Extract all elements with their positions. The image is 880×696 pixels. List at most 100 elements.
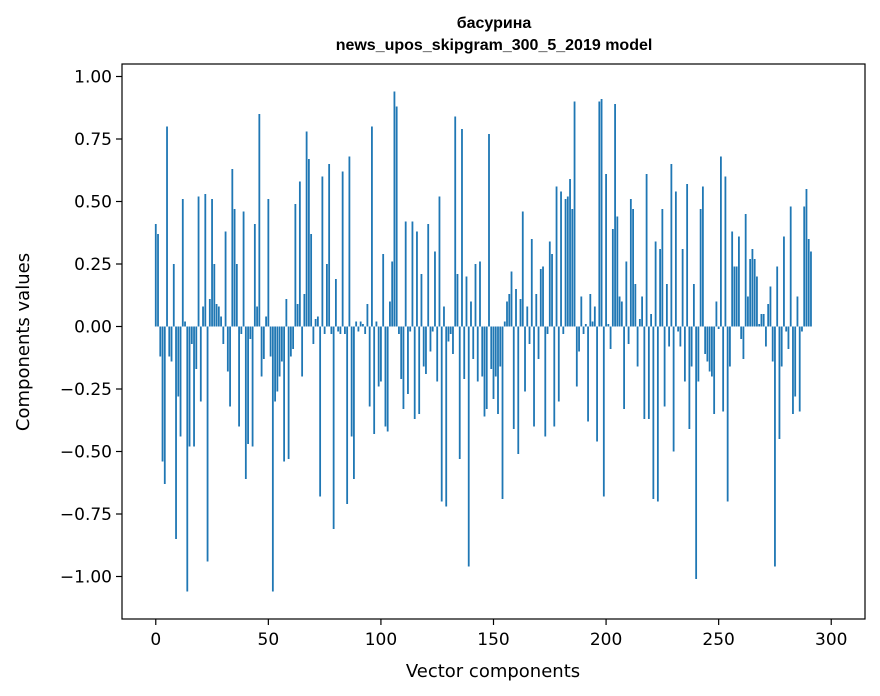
bar-87 (350, 326, 353, 437)
bar-253 (724, 176, 727, 327)
bar-203 (611, 229, 614, 327)
bar-155 (503, 321, 506, 327)
bar-74 (321, 176, 324, 327)
bar-210 (627, 326, 630, 344)
bar-263 (747, 296, 749, 327)
bar-198 (600, 99, 603, 327)
x-tick-label: 300 (815, 630, 847, 650)
bar-157 (508, 294, 511, 327)
bar-105 (391, 261, 394, 327)
bar-78 (330, 326, 333, 334)
bar-247 (711, 326, 713, 377)
bar-143 (476, 326, 479, 382)
bar-68 (307, 159, 310, 327)
bar-52 (271, 326, 274, 592)
bar-280 (785, 326, 788, 332)
bar-152 (497, 326, 499, 414)
bar-268 (758, 324, 761, 327)
bar-128 (443, 306, 445, 327)
bar-240 (695, 326, 698, 579)
bar-31 (224, 231, 227, 327)
bar-142 (474, 264, 477, 327)
bar-10 (177, 326, 180, 397)
bar-160 (515, 289, 517, 327)
bar-130 (447, 326, 450, 342)
bar-205 (616, 216, 619, 327)
y-axis-label: Components values (13, 253, 34, 431)
bar-187 (575, 326, 578, 387)
bar-58 (285, 299, 288, 327)
bar-233 (679, 326, 682, 347)
bar-136 (461, 129, 463, 327)
bar-175 (548, 241, 551, 327)
bar-154 (501, 326, 504, 499)
bar-82 (339, 326, 342, 334)
bar-271 (765, 326, 767, 347)
bar-246 (708, 326, 711, 372)
bar-11 (179, 326, 182, 437)
bar-251 (720, 156, 722, 327)
bar-123 (431, 326, 434, 332)
bar-41 (247, 326, 249, 444)
bar-35 (233, 209, 236, 327)
bar-24 (208, 299, 211, 327)
bar-111 (404, 221, 407, 327)
bar-18 (195, 326, 198, 369)
bar-73 (319, 326, 322, 497)
bar-110 (402, 326, 405, 409)
bar-114 (411, 221, 414, 327)
bar-131 (449, 326, 452, 334)
bar-234 (681, 249, 684, 327)
bar-172 (542, 266, 544, 327)
bar-14 (186, 326, 189, 592)
bar-219 (647, 326, 650, 419)
bar-214 (636, 326, 639, 367)
bar-132 (452, 326, 454, 354)
bar-107 (395, 106, 398, 327)
y-tick-label: −0.75 (60, 505, 112, 525)
bar-195 (593, 306, 596, 327)
bar-239 (692, 284, 695, 327)
bar-289 (805, 189, 808, 327)
bar-264 (749, 259, 752, 327)
bar-236 (686, 184, 689, 327)
bar-178 (555, 186, 558, 327)
bar-108 (398, 326, 400, 334)
x-tick-label: 250 (702, 630, 734, 650)
bar-40 (244, 326, 247, 479)
bar-227 (665, 284, 668, 327)
y-tick-label: −0.50 (60, 443, 112, 463)
bar-248 (713, 326, 716, 414)
bar-197 (598, 101, 601, 327)
bar-181 (562, 326, 565, 334)
bar-279 (783, 236, 785, 327)
bar-291 (810, 251, 812, 327)
bar-242 (699, 209, 702, 327)
bar-64 (298, 181, 301, 327)
y-tick-label: −0.25 (60, 380, 112, 400)
bar-147 (485, 326, 488, 409)
bar-235 (683, 326, 686, 382)
bar-224 (659, 249, 662, 327)
bar-49 (265, 316, 267, 327)
y-tick-label: −1.00 (60, 568, 112, 588)
bar-267 (756, 276, 758, 327)
bar-229 (670, 164, 673, 327)
bar-201 (607, 324, 610, 327)
bar-125 (436, 326, 439, 382)
bar-117 (418, 326, 421, 414)
bar-211 (629, 199, 632, 327)
bar-119 (422, 326, 425, 367)
bar-139 (467, 326, 470, 567)
bar-13 (184, 321, 186, 327)
bar-184 (569, 179, 571, 327)
bar-45 (256, 306, 258, 327)
bar-189 (580, 296, 583, 327)
bar-159 (512, 326, 515, 429)
bar-150 (492, 326, 495, 399)
bar-276 (776, 266, 779, 327)
bar-32 (226, 326, 229, 372)
bar-213 (634, 284, 637, 327)
bar-90 (357, 326, 360, 332)
